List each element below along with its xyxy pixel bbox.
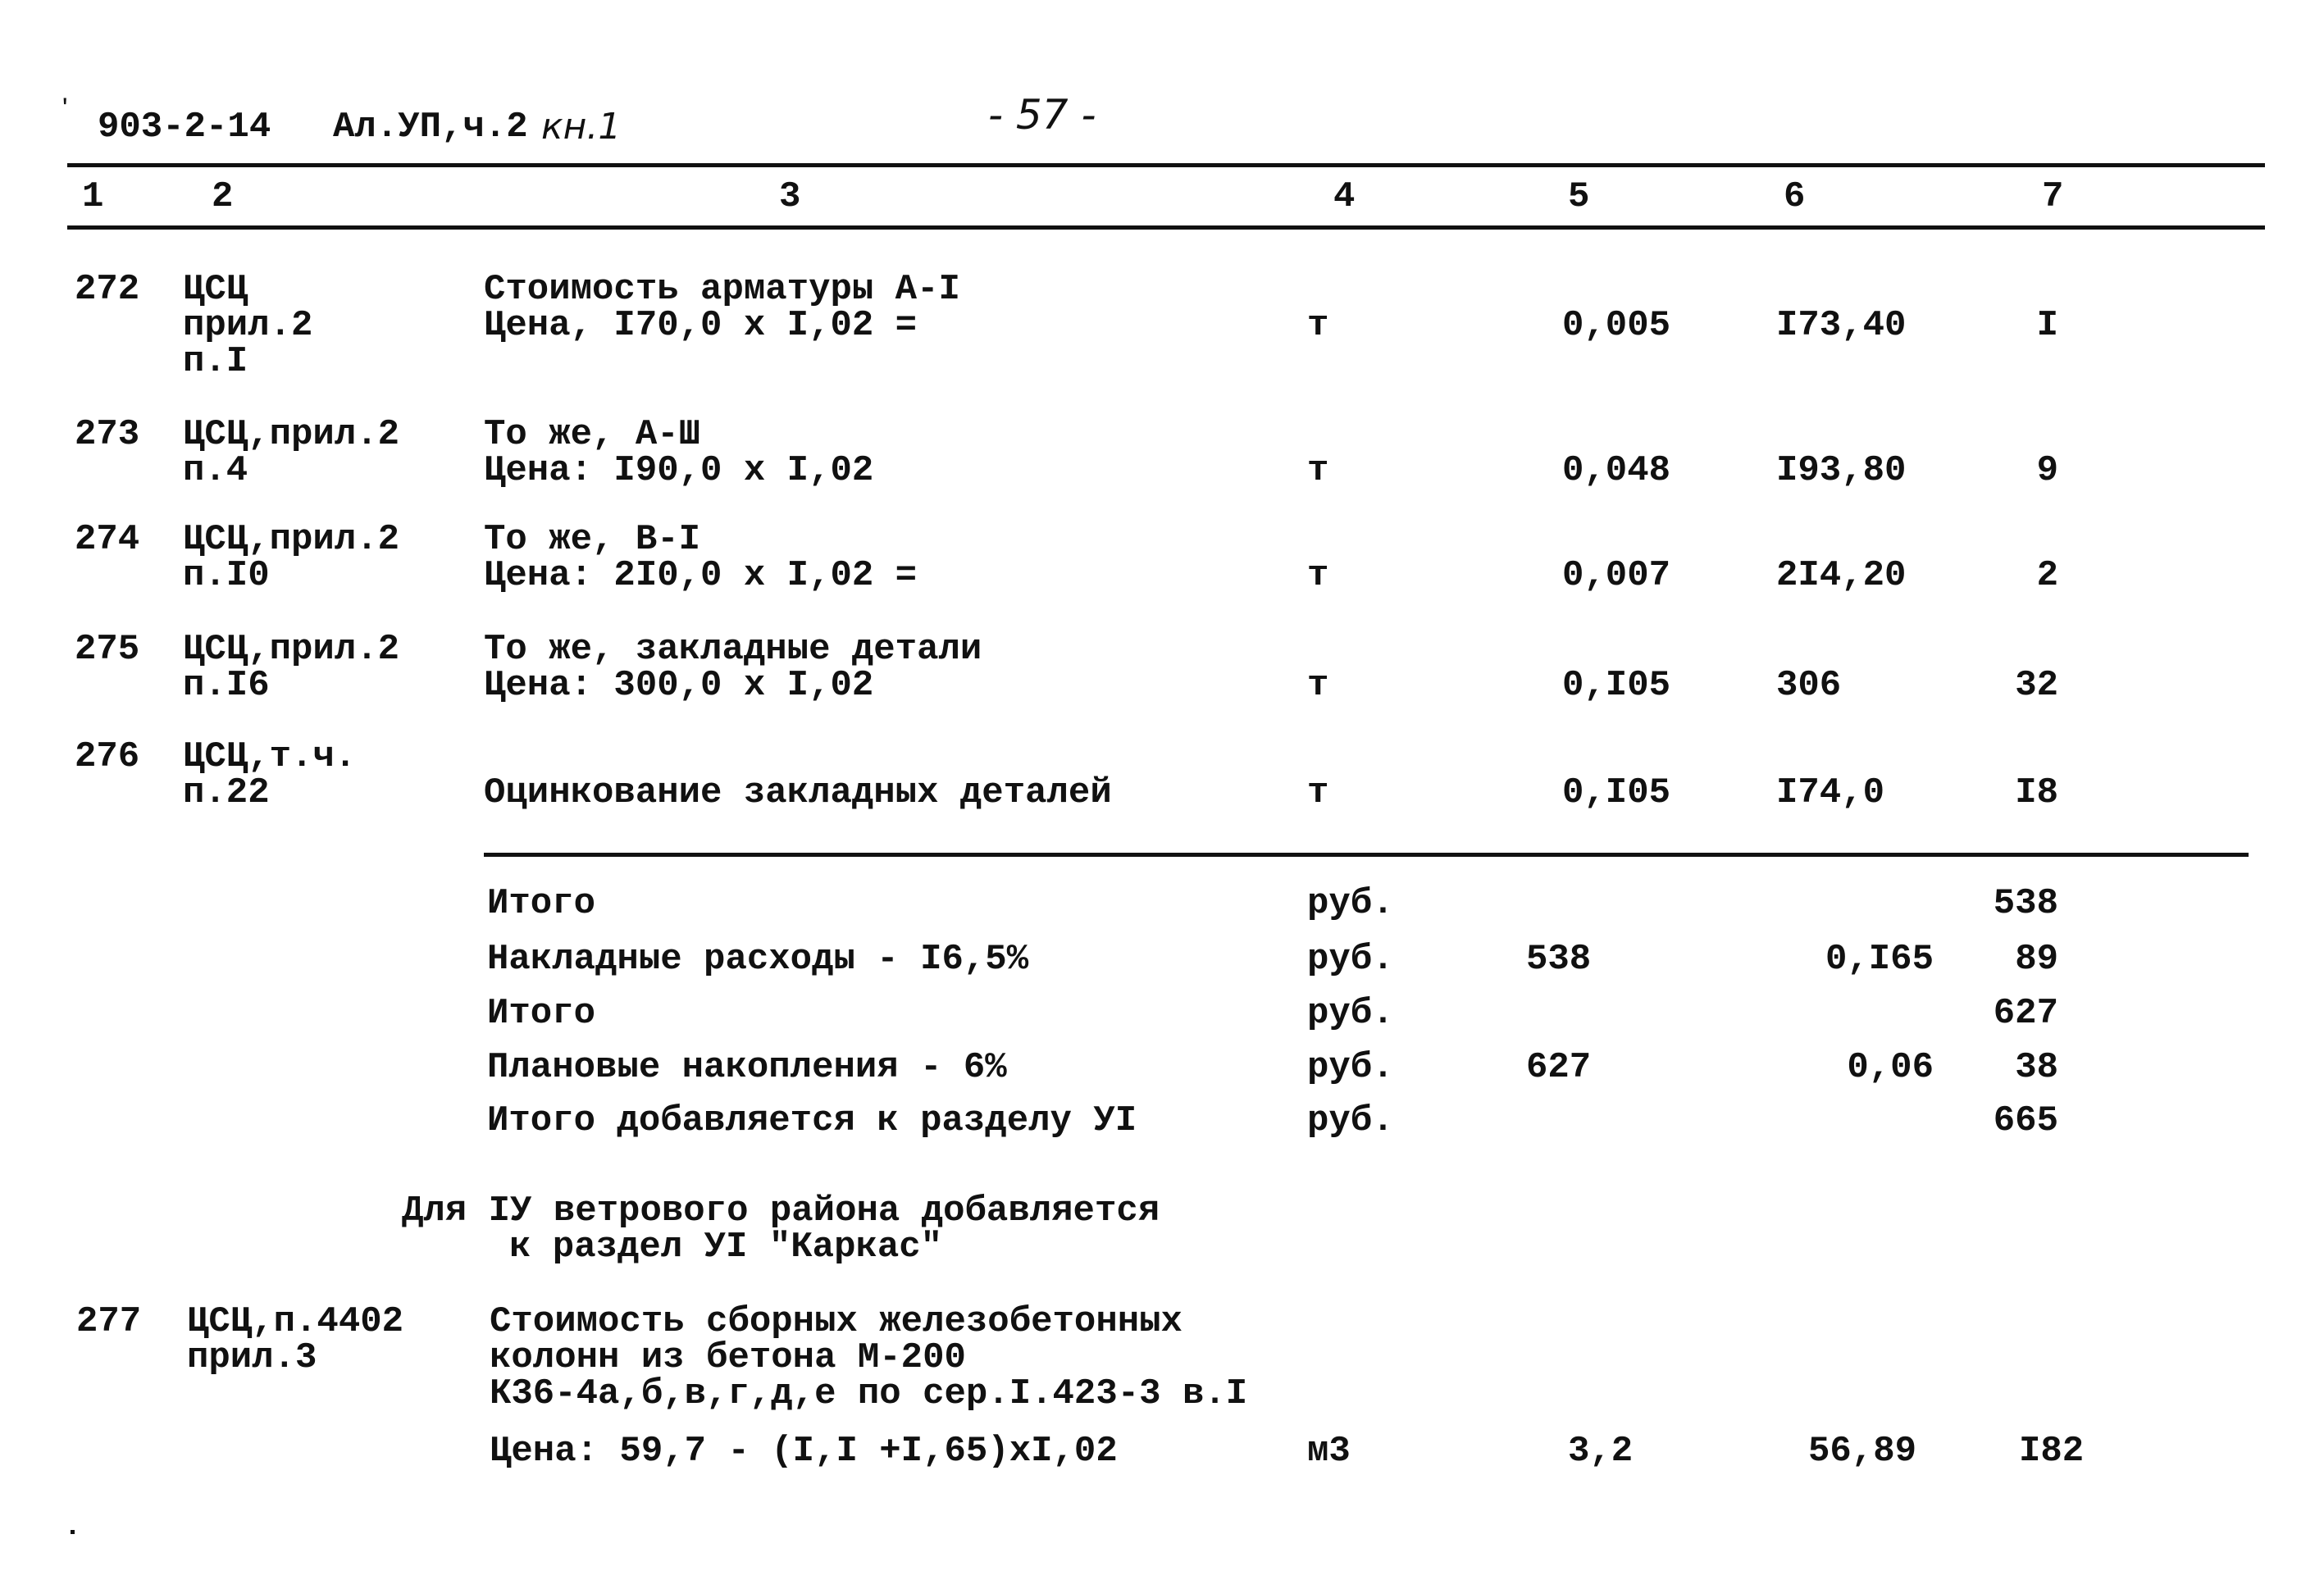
summary-label: Плановые накопления - 6%: [487, 1047, 1007, 1088]
row-ref: прил.3: [187, 1337, 317, 1378]
row-desc: К36-4а,б,в,г,д,е по сер.I.423-3 в.I: [490, 1373, 1248, 1414]
doc-code: 903-2-14: [98, 107, 271, 148]
summary-unit: руб.: [1307, 1047, 1394, 1088]
row-ref: ЦСЦ,п.4402: [187, 1301, 404, 1342]
summary-base: 627: [1526, 1047, 1592, 1088]
summary-rule: [484, 853, 2249, 857]
row-desc: То же, В-I: [484, 519, 701, 560]
summary-total: 38: [2015, 1047, 2058, 1088]
row-qty: 3,2: [1568, 1431, 1634, 1472]
row-price: I73,40: [1776, 305, 1907, 346]
header-rule-bottom: [67, 225, 2265, 230]
col-num-5: 5: [1568, 176, 1590, 217]
row-unit: м3: [1307, 1431, 1351, 1472]
row-price: I74,0: [1776, 772, 1885, 813]
row-desc: Цена: 300,0 x I,02: [484, 665, 874, 706]
row-desc: То же, А-Ш: [484, 414, 701, 455]
row-desc: Стоимость сборных железобетонных: [490, 1301, 1183, 1342]
summary-unit: руб.: [1307, 883, 1394, 924]
row-ref: п.I0: [183, 555, 270, 596]
summary-total: 89: [2015, 939, 2058, 980]
row-desc: Стоимость арматуры А-I: [484, 269, 960, 310]
row-desc: колонн из бетона М-200: [490, 1337, 966, 1378]
row-qty: 0,007: [1562, 555, 1671, 596]
summary-rate: 0,06: [1847, 1047, 1934, 1088]
row-unit: т: [1307, 555, 1329, 596]
col-num-7: 7: [2042, 176, 2064, 217]
summary-label: Итого: [487, 883, 596, 924]
summary-unit: руб.: [1307, 993, 1394, 1034]
row-ref: п.I6: [183, 665, 270, 706]
col-num-3: 3: [779, 176, 801, 217]
section-heading-line-1: Для IУ ветрового района добавляется: [402, 1191, 1160, 1232]
row-ref: п.22: [183, 772, 270, 813]
row-unit: т: [1307, 665, 1329, 706]
page-number: - 57 -: [988, 91, 1096, 139]
row-ref: п.4: [183, 450, 248, 491]
row-desc: То же, закладные детали: [484, 629, 982, 670]
row-total: I82: [2019, 1431, 2085, 1472]
summary-total: 665: [1993, 1100, 2058, 1141]
row-number: 275: [75, 629, 140, 670]
summary-rate: 0,I65: [1825, 939, 1934, 980]
summary-label: Итого добавляется к разделу УI: [487, 1100, 1137, 1141]
col-num-4: 4: [1333, 176, 1356, 217]
summary-label: Итого: [487, 993, 596, 1034]
row-qty: 0,I05: [1562, 665, 1671, 706]
row-price: 2I4,20: [1776, 555, 1907, 596]
summary-unit: руб.: [1307, 1100, 1394, 1141]
row-unit: т: [1307, 305, 1329, 346]
corner-mark: ': [59, 97, 71, 119]
header-rule-top: [67, 163, 2265, 167]
summary-total: 538: [1993, 883, 2058, 924]
row-number: 272: [75, 269, 140, 310]
row-ref: ЦСЦ,прил.2: [183, 414, 400, 455]
summary-label: Накладные расходы - I6,5%: [487, 939, 1029, 980]
row-number: 274: [75, 519, 140, 560]
row-total: I: [2036, 305, 2058, 346]
col-num-6: 6: [1784, 176, 1806, 217]
row-number: 273: [75, 414, 140, 455]
row-ref: ЦСЦ: [183, 269, 248, 310]
row-price: 306: [1776, 665, 1842, 706]
col-num-1: 1: [82, 176, 104, 217]
row-ref: ЦСЦ,прил.2: [183, 629, 400, 670]
row-unit: т: [1307, 772, 1329, 813]
row-desc: Цена: I90,0 x I,02: [484, 450, 874, 491]
row-total: 2: [2036, 555, 2058, 596]
speck: [71, 1530, 75, 1534]
row-ref: ЦСЦ,т.ч.: [183, 736, 357, 777]
row-total: 9: [2036, 450, 2058, 491]
book-ref: кн.1: [541, 106, 622, 148]
row-ref: ЦСЦ,прил.2: [183, 519, 400, 560]
row-price: 56,89: [1808, 1431, 1917, 1472]
row-desc: Цена: 2I0,0 x I,02 =: [484, 555, 918, 596]
row-number: 276: [75, 736, 140, 777]
row-qty: 0,I05: [1562, 772, 1671, 813]
row-number: 277: [76, 1301, 142, 1342]
row-ref: прил.2: [183, 305, 313, 346]
row-qty: 0,005: [1562, 305, 1671, 346]
row-total: 32: [2015, 665, 2058, 706]
row-qty: 0,048: [1562, 450, 1671, 491]
album-ref: Ал.УП,ч.2: [333, 107, 528, 148]
row-unit: т: [1307, 450, 1329, 491]
summary-unit: руб.: [1307, 939, 1394, 980]
summary-total: 627: [1993, 993, 2058, 1034]
row-desc: Оцинкование закладных деталей: [484, 772, 1112, 813]
row-desc: Цена: 59,7 - (I,I +I,65)xI,02: [490, 1431, 1118, 1472]
col-num-2: 2: [212, 176, 234, 217]
section-heading-line-2: к раздел УI "Каркас": [509, 1227, 943, 1268]
row-total: I8: [2015, 772, 2058, 813]
row-price: I93,80: [1776, 450, 1907, 491]
row-ref: п.I: [183, 341, 248, 382]
summary-base: 538: [1526, 939, 1592, 980]
row-desc: Цена, I70,0 x I,02 =: [484, 305, 918, 346]
